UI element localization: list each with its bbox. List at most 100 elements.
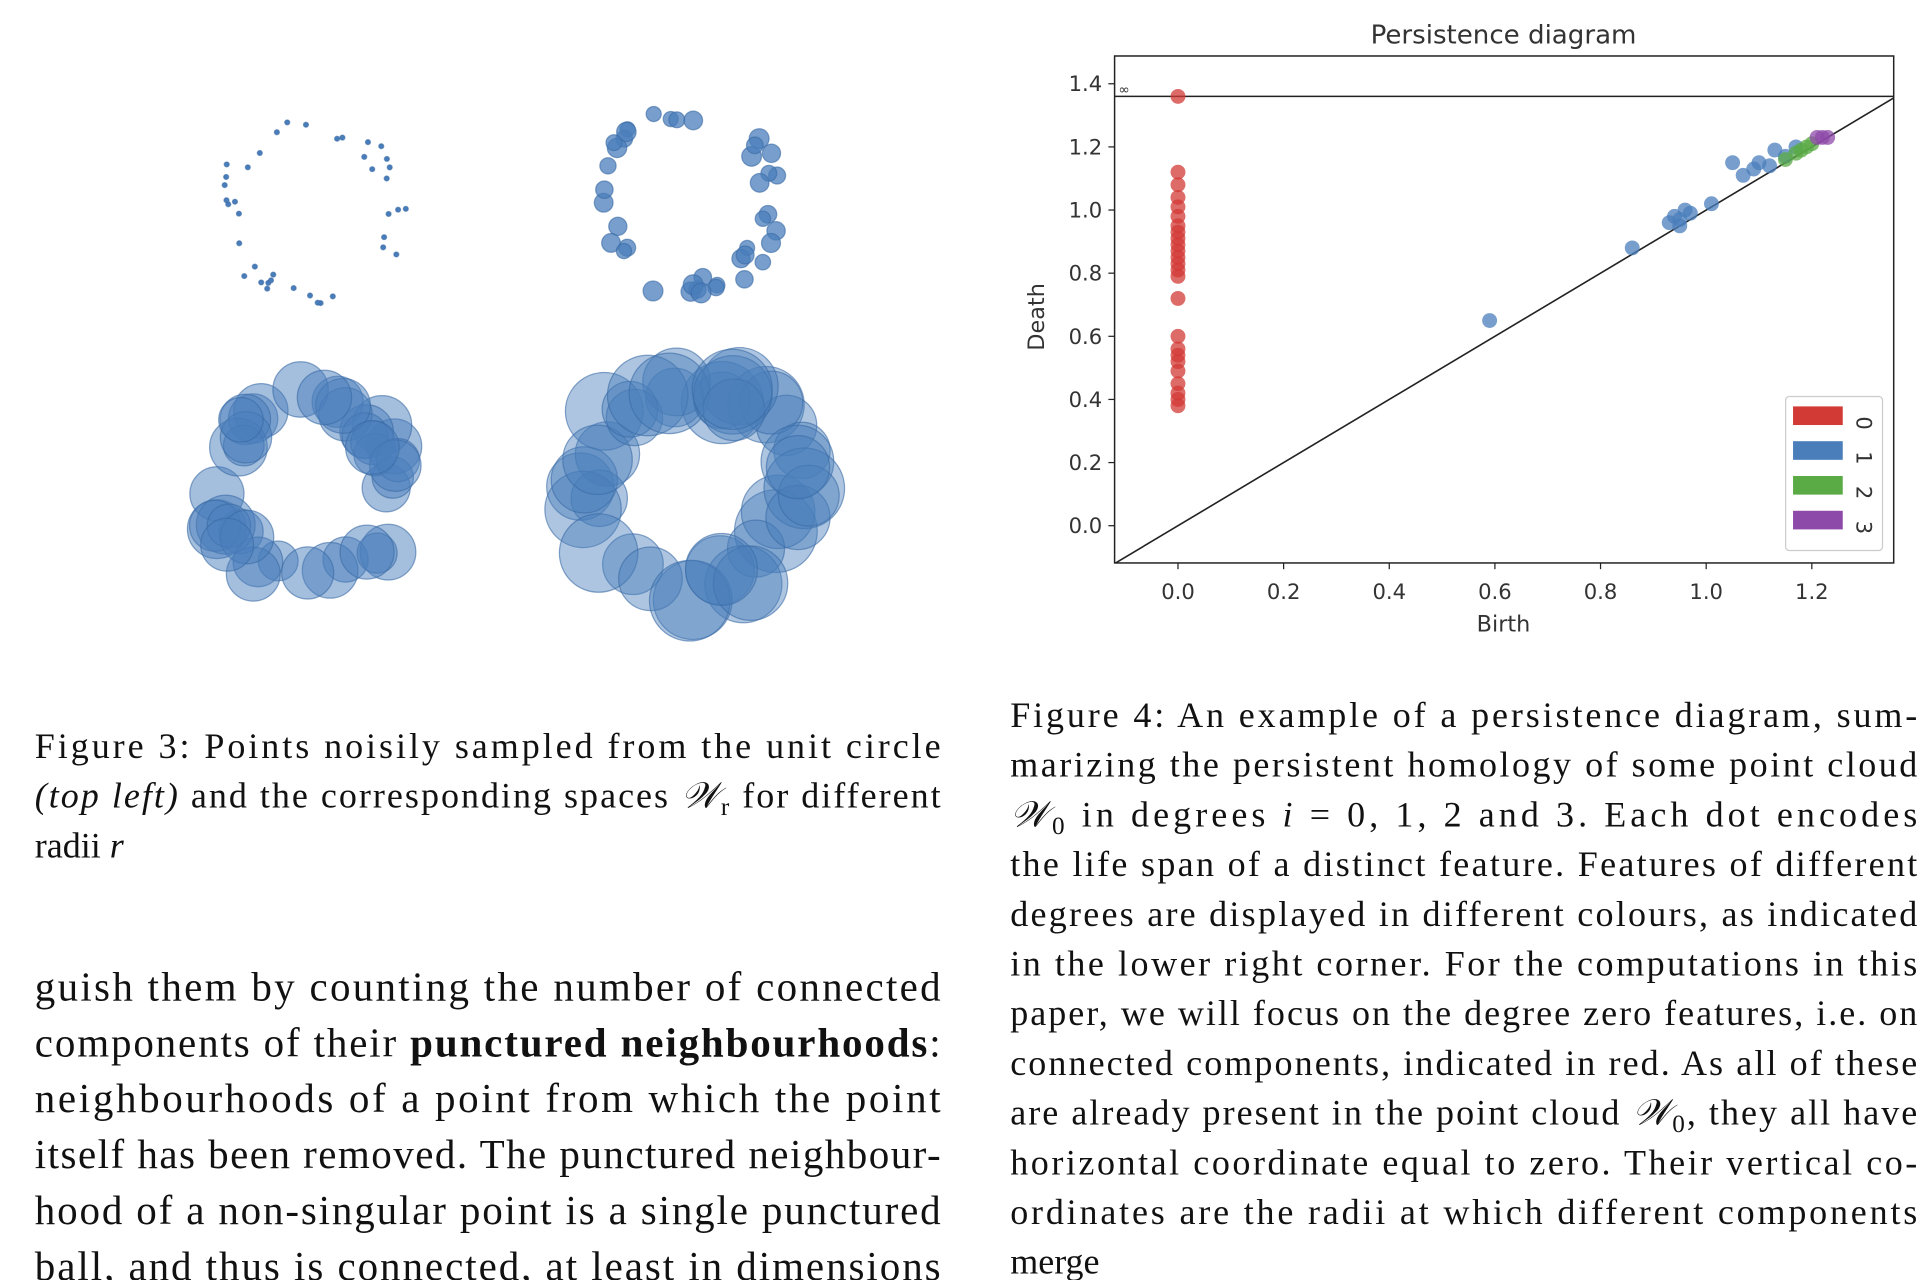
sample-point <box>595 180 614 199</box>
sample-point <box>615 242 633 260</box>
sample-point <box>251 263 258 270</box>
point <box>1482 313 1498 328</box>
sample-point <box>648 559 731 642</box>
text-segment: and the corresponding spaces <box>180 776 679 816</box>
sample-point <box>381 234 388 241</box>
point <box>1170 164 1186 180</box>
text-line: paper, we will focus on the degree zero … <box>1010 993 1917 1033</box>
text-segment: guish them by counting the number of con… <box>35 963 941 1009</box>
text-segment: the life span of a distinct feature. Fea… <box>1010 844 1917 884</box>
sample-point <box>380 244 387 251</box>
sample-point <box>223 197 230 204</box>
text-line: degrees are displayed in different colou… <box>1010 894 1917 934</box>
y-tick-label: 1.2 <box>1069 134 1103 159</box>
persistence-diagram: Persistence diagram Birth Death 0.0 0.2 0.4 0.… <box>1024 21 1895 637</box>
text-segment: = 0, 1, 2 and 3. Each dot encodes <box>1297 794 1918 834</box>
sample-point <box>281 546 335 600</box>
x-tick-label: 0.0 <box>1161 579 1195 604</box>
sample-point <box>329 293 336 300</box>
y-tick-label: 1.0 <box>1069 197 1103 222</box>
text-segment: i <box>1283 794 1293 834</box>
sample-point <box>345 420 400 475</box>
text-segment: 0 <box>1672 1111 1685 1138</box>
figure-3 <box>186 105 846 642</box>
sample-point <box>668 111 686 129</box>
text-segment: horizontal coordinate equal to zero. The… <box>1010 1142 1917 1182</box>
sample-point <box>290 284 297 292</box>
text-line: radii r <box>35 825 125 865</box>
sample-point <box>306 292 314 299</box>
x-tick-label: 0.8 <box>1584 579 1618 604</box>
y-tick-label: 1.4 <box>1069 71 1103 96</box>
text-line: merge <box>1010 1242 1099 1280</box>
legend-label: 3 <box>1851 521 1876 534</box>
point <box>1682 205 1698 221</box>
sample-point <box>270 271 277 278</box>
text-segment: : <box>929 1019 940 1065</box>
point <box>1170 398 1186 414</box>
point <box>1170 363 1186 379</box>
sample-point <box>605 388 664 447</box>
point <box>1170 268 1186 284</box>
text-segment: 0 <box>1052 813 1065 840</box>
x-tick-label: 0.6 <box>1478 579 1512 604</box>
text-segment: components of their <box>35 1019 409 1065</box>
text-segment: ball, and thus is connected, at least in… <box>35 1243 941 1280</box>
sample-point <box>763 447 846 530</box>
text-line: hood of a non-singular point is a single… <box>35 1187 941 1233</box>
sample-point <box>221 181 228 189</box>
text-line: in the lower right corner. For the compu… <box>1010 943 1917 983</box>
sample-point <box>601 380 659 438</box>
text-segment: punctured neighbourhoods <box>410 1019 927 1065</box>
sample-point <box>704 544 783 624</box>
y-tick-label: 0.2 <box>1069 450 1103 475</box>
text-segment: r <box>110 825 125 865</box>
y-tick-label: 0.0 <box>1069 513 1103 538</box>
sample-point <box>749 172 770 193</box>
sample-point <box>645 105 662 123</box>
text-segment: radii <box>35 825 110 865</box>
sample-point <box>393 251 400 258</box>
chart-title: Persistence diagram <box>1371 21 1637 51</box>
legend-swatch <box>1793 475 1843 495</box>
sample-point <box>558 513 639 593</box>
sample-point <box>296 369 353 426</box>
sample-point <box>264 285 271 292</box>
sample-point <box>690 282 712 304</box>
text-line: marizing the persistent homology of some… <box>1010 745 1917 785</box>
point <box>1820 129 1836 145</box>
text-segment: 𝒲 <box>1010 794 1056 834</box>
y-tick-label: 0.6 <box>1069 324 1103 349</box>
sample-point <box>605 134 623 152</box>
sample-point <box>691 348 773 430</box>
text-line: ordinates are the radii at which differe… <box>1010 1192 1917 1232</box>
sample-point <box>273 129 280 136</box>
y-axis-label: Death <box>1024 283 1050 351</box>
text-segment: r <box>721 794 730 821</box>
x-tick-label: 1.0 <box>1689 579 1723 604</box>
legend-swatch <box>1793 441 1843 460</box>
sample-point <box>760 232 782 254</box>
text-line: ball, and thus is connected, at least in… <box>35 1243 941 1280</box>
sample-point <box>218 396 264 443</box>
sample-point <box>339 134 346 141</box>
sample-point <box>761 143 782 164</box>
text-segment: itself has been removed. The punctured n… <box>35 1131 941 1177</box>
infinity-label: ∞ <box>1118 82 1129 98</box>
sample-point <box>599 157 617 175</box>
sample-point <box>339 524 395 580</box>
text-line: itself has been removed. The punctured n… <box>35 1131 941 1177</box>
sample-point <box>642 280 664 302</box>
text-segment: neighbourhoods of a point from which the… <box>35 1075 941 1121</box>
sample-point <box>608 216 628 237</box>
sample-point <box>606 354 689 437</box>
text-segment: paper, we will focus on the degree zero … <box>1010 993 1917 1033</box>
sample-point <box>284 119 291 126</box>
sample-point <box>361 153 368 161</box>
sample-point <box>550 446 619 514</box>
text-line: connected components, indicated in red. … <box>1010 1043 1917 1083</box>
sample-point <box>236 240 243 247</box>
plot-frame <box>1113 55 1895 564</box>
sample-point <box>765 434 831 500</box>
